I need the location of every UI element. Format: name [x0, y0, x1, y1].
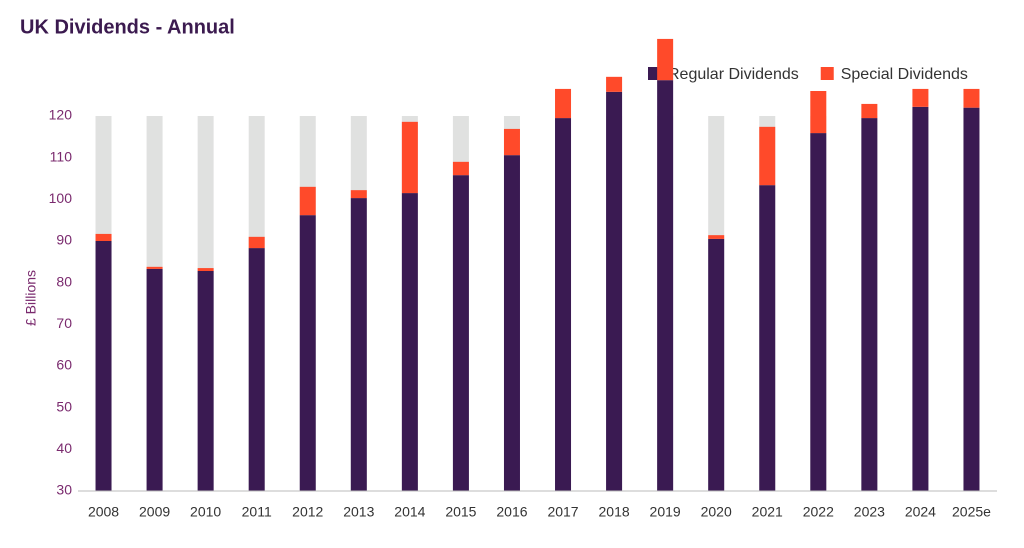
bar: [146, 266, 163, 269]
x-tick-label: 2015: [445, 504, 476, 520]
x-tick-label: 2024: [905, 504, 936, 520]
bar: [452, 161, 469, 176]
bar: [299, 215, 316, 491]
bar: [401, 121, 418, 194]
x-tick-label: 2021: [752, 504, 783, 520]
y-tick-label: 70: [56, 315, 72, 331]
x-tick-label: 2017: [547, 504, 578, 520]
y-tick-label: 80: [56, 273, 72, 289]
y-tick-label: 30: [56, 482, 72, 498]
bar: [248, 248, 265, 491]
x-tick-label: 2009: [139, 504, 170, 520]
bar: [810, 133, 827, 492]
bar: [861, 103, 878, 119]
y-tick-label: 100: [49, 190, 73, 206]
bar: [657, 38, 674, 81]
bar: [657, 80, 674, 492]
bar: [503, 155, 520, 491]
x-tick-label: 2008: [88, 504, 119, 520]
bar: [197, 271, 214, 491]
bar: [555, 88, 572, 119]
x-tick-label: 2013: [343, 504, 374, 520]
bar: [248, 236, 265, 249]
y-tick-label: 90: [56, 232, 72, 248]
bar: [606, 91, 623, 491]
y-tick-label: 110: [50, 148, 73, 164]
x-tick-label: 2010: [190, 504, 221, 520]
bar: [299, 186, 316, 216]
bar: [350, 190, 367, 199]
bar: [810, 91, 827, 134]
bar: [963, 88, 980, 108]
x-tick-label: 2014: [394, 504, 425, 520]
bar: [503, 128, 520, 156]
bar: [95, 241, 112, 491]
bar: [95, 233, 112, 241]
x-tick-label: 2011: [242, 504, 272, 520]
bar: [759, 185, 776, 491]
legend-label: Special Dividends: [841, 66, 968, 83]
bar: [555, 118, 572, 491]
y-tick-label: 120: [49, 107, 73, 123]
y-tick-label: 60: [56, 357, 72, 373]
bar: [861, 118, 878, 491]
bar: [912, 88, 929, 107]
bar: [197, 268, 214, 271]
bar: [146, 268, 163, 491]
bar: [759, 126, 776, 186]
bar: [350, 198, 367, 492]
bar: [401, 193, 418, 492]
bar: [963, 107, 980, 492]
bar: [606, 76, 623, 92]
y-tick-label: 40: [56, 440, 72, 456]
x-tick-label: 2025e: [952, 504, 991, 520]
bar: [708, 238, 725, 491]
y-axis-label: £ Billions: [23, 270, 39, 326]
bar: [912, 106, 929, 491]
legend-swatch: [820, 67, 834, 80]
x-tick-label: 2016: [496, 504, 527, 520]
legend-label: Regular Dividends: [668, 66, 799, 83]
x-tick-label: 2022: [803, 504, 834, 520]
bar: [708, 235, 725, 239]
x-tick-label: 2023: [854, 504, 885, 520]
x-tick-label: 2018: [599, 504, 630, 520]
bar: [452, 175, 469, 491]
x-tick-label: 2012: [292, 504, 323, 520]
y-tick-label: 50: [56, 398, 72, 414]
x-tick-label: 2020: [701, 504, 732, 520]
chart-title: UK Dividends - Annual: [20, 16, 235, 38]
x-tick-label: 2019: [650, 504, 681, 520]
